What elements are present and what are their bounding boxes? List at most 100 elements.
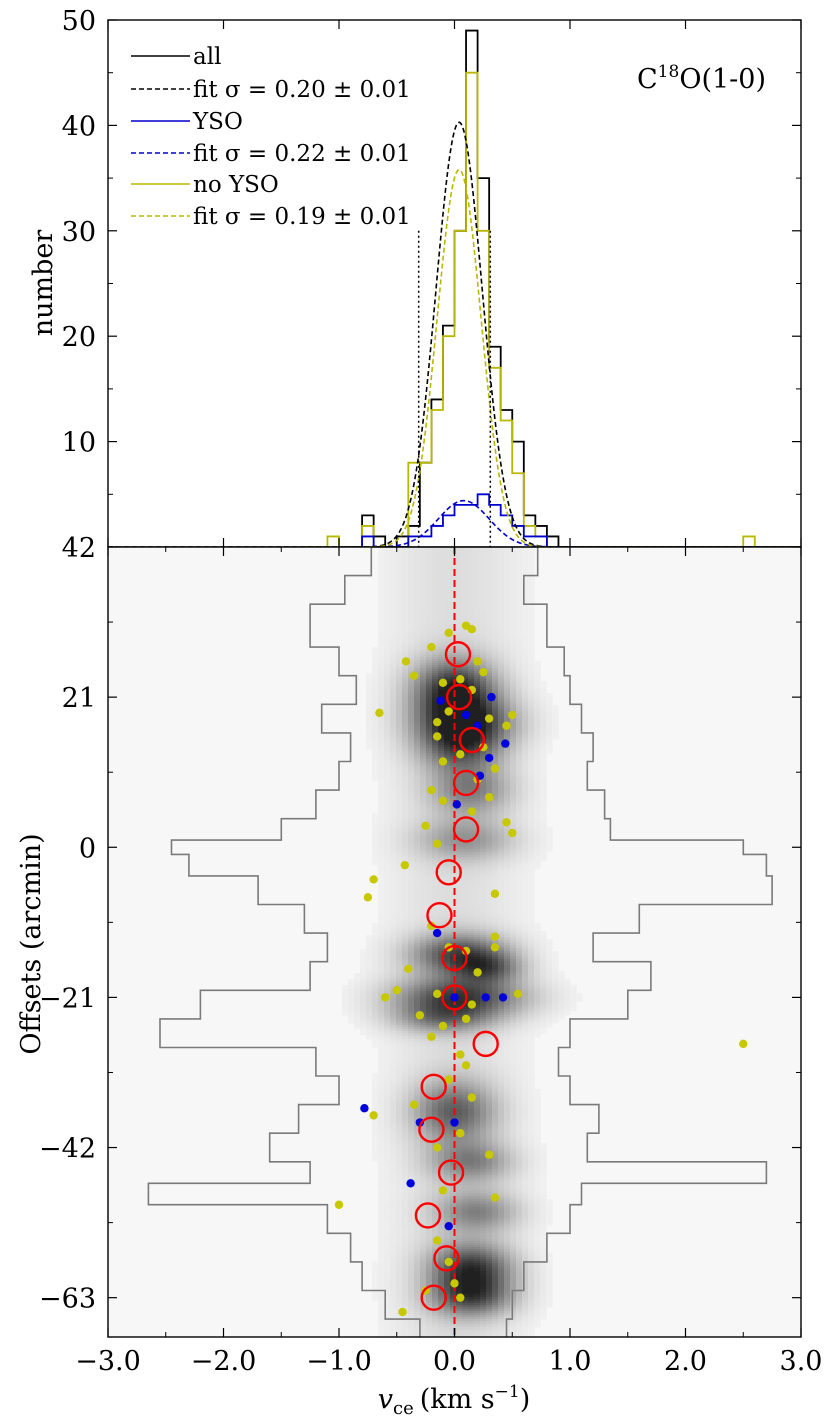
intensity-cell [492,665,499,668]
intensity-cell [390,585,397,588]
intensity-cell [522,641,529,644]
intensity-cell [474,859,481,862]
intensity-cell [486,859,493,862]
intensity-cell [408,789,415,792]
intensity-cell [402,767,409,770]
intensity-cell [420,697,427,700]
intensity-cell [522,549,529,552]
intensity-cell [474,671,481,674]
intensity-cell [372,699,379,702]
intensity-cell [396,567,403,570]
intensity-cell [510,575,517,578]
intensity-cell [468,765,475,768]
intensity-cell [468,885,475,888]
intensity-cell [486,621,493,624]
intensity-cell [540,721,547,724]
intensity-cell [462,883,469,886]
intensity-cell [510,885,517,888]
intensity-cell [498,575,505,578]
intensity-cell [420,639,427,642]
intensity-cell [498,741,505,744]
intensity-cell [420,773,427,776]
intensity-cell [396,823,403,826]
intensity-cell [492,675,499,678]
intensity-cell [498,725,505,728]
intensity-cell [516,745,523,748]
intensity-cell [426,663,433,666]
intensity-cell [504,709,511,712]
intensity-cell [378,789,385,792]
intensity-cell [426,741,433,744]
intensity-cell [420,723,427,726]
intensity-cell [486,609,493,612]
intensity-cell [504,689,511,692]
intensity-cell [456,573,463,576]
intensity-cell [546,717,553,720]
intensity-cell [510,887,517,890]
intensity-cell [408,687,415,690]
intensity-cell [420,843,427,846]
intensity-cell [456,835,463,838]
intensity-cell [474,819,481,822]
intensity-cell [384,647,391,650]
intensity-cell [528,553,535,556]
intensity-cell [450,863,457,866]
intensity-cell [384,889,391,892]
intensity-cell [444,831,451,834]
intensity-cell [522,627,529,630]
intensity-cell [462,575,469,578]
intensity-cell [384,601,391,604]
intensity-cell [504,677,511,680]
intensity-cell [378,595,385,598]
intensity-cell [414,567,421,570]
intensity-cell [492,793,499,796]
intensity-cell [468,815,475,818]
intensity-cell [462,797,469,800]
intensity-cell [468,855,475,858]
intensity-cell [486,557,493,560]
intensity-cell [366,729,373,732]
intensity-cell [504,589,511,592]
intensity-cell [408,873,415,876]
intensity-cell [444,621,451,624]
intensity-cell [420,805,427,808]
intensity-cell [372,679,379,682]
intensity-cell [546,709,553,712]
intensity-cell [522,859,529,862]
intensity-cell [480,811,487,814]
intensity-cell [426,755,433,758]
intensity-cell [456,699,463,702]
intensity-cell [408,557,415,560]
intensity-cell [522,773,529,776]
intensity-cell [516,663,523,666]
intensity-cell [486,817,493,820]
intensity-cell [534,705,541,708]
intensity-cell [384,549,391,552]
intensity-cell [414,667,421,670]
intensity-cell [372,735,379,738]
intensity-cell [384,651,391,654]
intensity-cell [414,775,421,778]
intensity-cell [552,717,559,720]
intensity-cell [390,797,397,800]
intensity-cell [390,697,397,700]
intensity-cell [456,593,463,596]
intensity-cell [522,821,529,824]
intensity-cell [540,835,547,838]
intensity-cell [390,769,397,772]
intensity-cell [390,857,397,860]
intensity-cell [468,833,475,836]
intensity-cell [396,639,403,642]
intensity-cell [408,635,415,638]
intensity-cell [474,837,481,840]
intensity-cell [396,889,403,892]
intensity-cell [438,587,445,590]
intensity-cell [462,561,469,564]
intensity-cell [432,549,439,552]
intensity-cell [492,551,499,554]
intensity-cell [504,751,511,754]
intensity-cell [438,815,445,818]
intensity-cell [462,745,469,748]
intensity-cell [408,837,415,840]
intensity-cell [384,785,391,788]
